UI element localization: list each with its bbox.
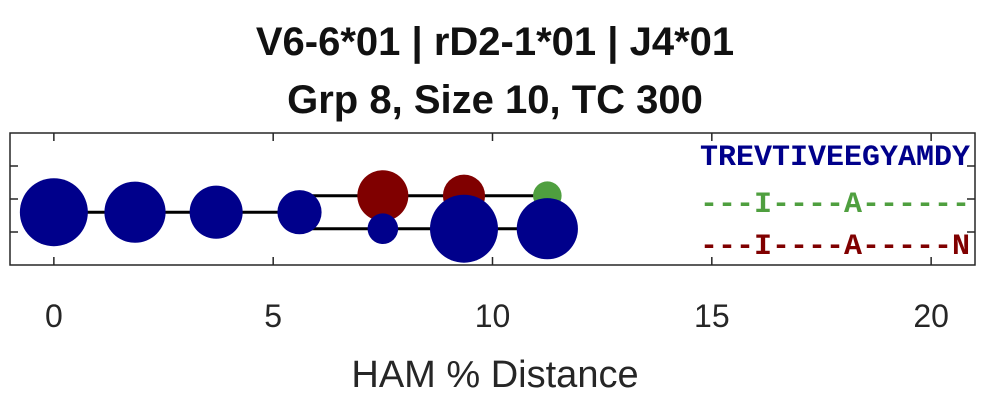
x-tick-label: 5 bbox=[264, 298, 282, 334]
sequence-green: ---I----A------ bbox=[700, 188, 970, 222]
x-axis-label: HAM % Distance bbox=[351, 354, 638, 396]
tree-node bbox=[357, 170, 409, 222]
sequence-red: ---I----A-----N bbox=[700, 230, 970, 264]
sequence-blue: TREVTIVEEGYAMDY bbox=[700, 141, 970, 175]
x-tick-label: 15 bbox=[694, 298, 730, 334]
tree-node bbox=[429, 194, 498, 263]
tree-node bbox=[104, 181, 166, 243]
x-tick-label: 20 bbox=[913, 298, 949, 334]
x-axis-tick-labels: 0 5 10 15 20 bbox=[45, 298, 949, 334]
tree-node bbox=[516, 198, 578, 260]
tree-nodes bbox=[19, 170, 578, 263]
tree-node bbox=[367, 213, 399, 244]
tree-edge bbox=[298, 194, 548, 213]
x-tick-label: 10 bbox=[475, 298, 511, 334]
tree-node bbox=[189, 185, 243, 239]
x-tick-label: 0 bbox=[45, 298, 63, 334]
chart-title-line-1: V6-6*01 | rD2-1*01 | J4*01 bbox=[256, 20, 734, 64]
tree-edge bbox=[298, 212, 548, 231]
tree-node bbox=[277, 190, 322, 235]
y-axis-ticks bbox=[10, 165, 975, 233]
x-axis-ticks bbox=[53, 133, 932, 265]
chart-title-line-2: Grp 8, Size 10, TC 300 bbox=[287, 78, 703, 122]
tree-node bbox=[19, 178, 88, 247]
